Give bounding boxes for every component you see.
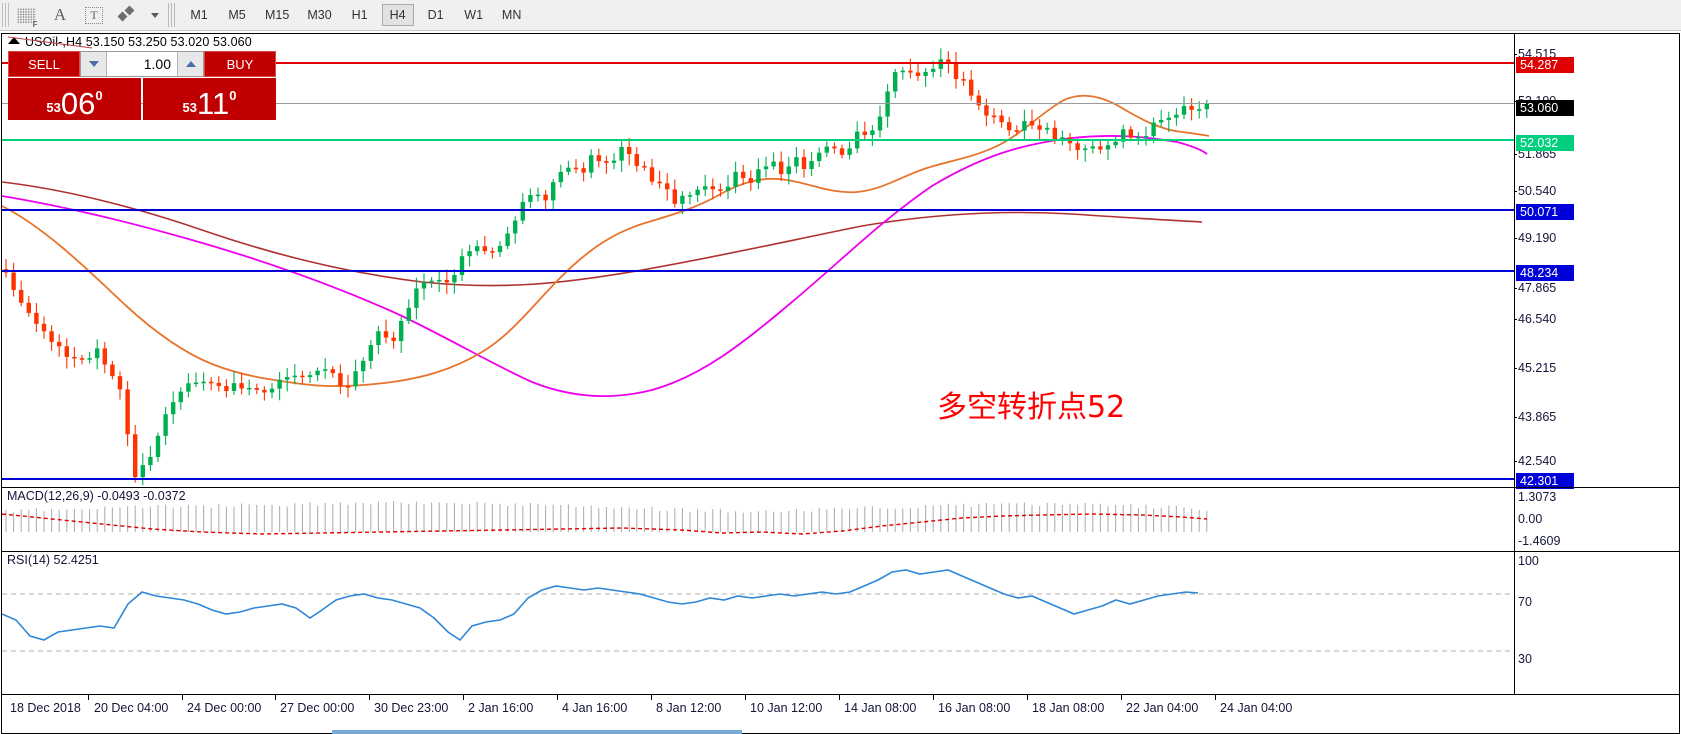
timeframe-m1[interactable]: M1 xyxy=(190,8,208,22)
rsi-series xyxy=(2,569,1514,652)
timeframe-w1[interactable]: W1 xyxy=(464,8,484,22)
time-label-2: 24 Dec 00:00 xyxy=(187,701,262,715)
price-badge-42301: 42.301 xyxy=(1516,473,1574,489)
shapes-icon[interactable] xyxy=(111,1,145,29)
time-label-0: 18 Dec 2018 xyxy=(10,701,81,715)
timeframe-h4[interactable]: H4 xyxy=(381,4,414,26)
support-line-42301 xyxy=(2,478,1514,480)
text-label-icon[interactable]: A xyxy=(53,5,67,24)
scrollbar-thumb[interactable] xyxy=(332,730,742,734)
volume-increment-button[interactable] xyxy=(177,52,203,76)
one-click-trading-panel: SELL 1.00 BUY 53 06 xyxy=(8,51,276,120)
time-label-12: 22 Jan 04:00 xyxy=(1126,701,1199,715)
timeframe-m15[interactable]: M15 xyxy=(265,8,290,22)
time-axis[interactable]: 18 Dec 2018 20 Dec 04:00 24 Dec 00:00 27… xyxy=(2,694,1679,733)
chart-annotation-text: 多空转折点52 xyxy=(937,390,1126,425)
support-line-50071 xyxy=(2,209,1514,211)
rsi-tick-70: 70 xyxy=(1518,595,1532,609)
sell-price-prefix: 53 xyxy=(46,100,61,115)
rsi-label: RSI(14) 52.4251 xyxy=(7,553,99,567)
time-label-6: 4 Jan 16:00 xyxy=(562,701,628,715)
price-badge-48234: 48.234 xyxy=(1516,265,1574,281)
y-tick-45215: 45.215 xyxy=(1513,361,1557,375)
macd-tick-max: 1.3073 xyxy=(1518,490,1557,504)
y-tick-43865: 43.865 xyxy=(1513,410,1557,424)
volume-decrement-button[interactable] xyxy=(81,52,107,76)
text-box-icon[interactable]: T xyxy=(77,1,111,29)
timeframe-m30[interactable]: M30 xyxy=(307,8,332,22)
timeframe-h1[interactable]: H1 xyxy=(351,8,368,22)
main-toolbar: A T M1 M5 M15 M30 H1 H4 D1 W1 MN xyxy=(0,0,1681,31)
price-pane[interactable]: USOil-,H4 53.150 53.250 53.020 53.060 多空… xyxy=(2,34,1679,486)
time-label-4: 30 Dec 23:00 xyxy=(374,701,449,715)
chevron-down-icon[interactable] xyxy=(145,1,163,29)
support-line-48234 xyxy=(2,270,1514,272)
price-badge-54287: 54.287 xyxy=(1516,57,1574,73)
triangle-down-icon xyxy=(88,61,99,67)
rsi-tick-30: 30 xyxy=(1518,652,1532,666)
timeframe-d1[interactable]: D1 xyxy=(427,8,444,22)
time-label-13: 24 Jan 04:00 xyxy=(1220,701,1293,715)
price-badge-52032: 52.032 xyxy=(1516,135,1574,151)
rsi-tick-100: 100 xyxy=(1518,554,1539,568)
trade-panel-top-row: SELL 1.00 BUY xyxy=(8,51,276,77)
macd-tick-zero: 0.00 xyxy=(1518,512,1543,526)
sell-price-sup: 0 xyxy=(95,88,103,103)
time-label-5: 2 Jan 16:00 xyxy=(468,701,534,715)
y-tick-46540: 46.540 xyxy=(1513,312,1557,326)
toolbar-separator xyxy=(168,3,175,27)
macd-pane[interactable]: MACD(12,26,9) -0.0493 -0.0372 xyxy=(2,487,1679,550)
pivot-line-52032 xyxy=(2,139,1514,141)
macd-label: MACD(12,26,9) -0.0493 -0.0372 xyxy=(7,489,186,503)
volume-input[interactable]: 1.00 xyxy=(107,52,177,76)
price-axis-divider xyxy=(1514,34,1515,694)
chart-frame: USOil-,H4 53.150 53.250 53.020 53.060 多空… xyxy=(1,33,1680,734)
buy-button[interactable]: BUY xyxy=(204,51,276,77)
toolbar-drag-handle[interactable] xyxy=(2,3,9,27)
time-label-1: 20 Dec 04:00 xyxy=(94,701,169,715)
y-tick-42540: 42.540 xyxy=(1513,454,1557,468)
sell-button[interactable]: SELL xyxy=(8,51,80,77)
time-label-7: 8 Jan 12:00 xyxy=(656,701,722,715)
candlestick-series xyxy=(2,48,1210,486)
price-badge-50071: 50.071 xyxy=(1516,204,1574,220)
buy-price-prefix: 53 xyxy=(182,100,198,115)
y-tick-49190: 49.190 xyxy=(1513,231,1557,245)
y-tick-47865: 47.865 xyxy=(1513,281,1557,295)
volume-stepper[interactable]: 1.00 xyxy=(80,51,204,77)
sell-price-display[interactable]: 53 06 0 xyxy=(8,78,141,120)
buy-price-main: 11 xyxy=(197,86,230,121)
time-label-10: 16 Jan 08:00 xyxy=(938,701,1011,715)
resistance-line-54287 xyxy=(2,62,1514,64)
macd-tick-min: -1.4609 xyxy=(1518,534,1561,548)
timeframe-mn[interactable]: MN xyxy=(501,8,522,22)
timeframe-m5[interactable]: M5 xyxy=(228,8,246,22)
time-label-9: 14 Jan 08:00 xyxy=(844,701,917,715)
triangle-up-icon xyxy=(185,61,196,67)
current-price-line-53060 xyxy=(2,103,1514,104)
time-label-8: 10 Jan 12:00 xyxy=(750,701,823,715)
time-label-3: 27 Dec 00:00 xyxy=(280,701,355,715)
price-badge-53060: 53.060 xyxy=(1516,100,1574,116)
crosshair-grid-icon[interactable] xyxy=(9,1,43,29)
chart-strike-line xyxy=(8,36,93,49)
trade-panel-price-row: 53 06 0 53 11 0 xyxy=(8,78,276,120)
rsi-pane[interactable]: RSI(14) 52.4251 xyxy=(2,551,1679,693)
buy-price-sup: 0 xyxy=(229,88,237,103)
chart-up-arrow-icon xyxy=(8,37,20,44)
y-tick-50540: 50.540 xyxy=(1513,184,1557,198)
buy-price-display[interactable]: 53 11 0 xyxy=(143,78,276,120)
time-label-11: 18 Jan 08:00 xyxy=(1032,701,1105,715)
sell-price-main: 06 xyxy=(60,86,96,121)
chart-symbol-header: USOil-,H4 53.150 53.250 53.020 53.060 xyxy=(25,35,252,49)
macd-series xyxy=(2,501,1208,535)
